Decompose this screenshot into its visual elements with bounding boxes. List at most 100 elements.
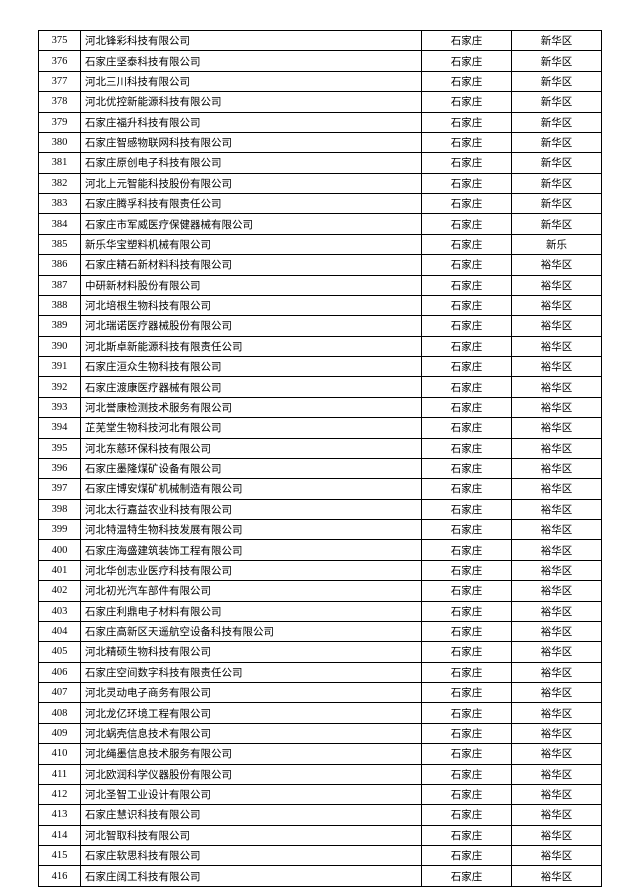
company-name: 河北绳墨信息技术服务有限公司 — [81, 744, 422, 764]
district-name: 新华区 — [512, 51, 602, 71]
company-name: 石家庄阔工科技有限公司 — [81, 866, 422, 886]
district-name: 裕华区 — [512, 377, 602, 397]
company-name: 河北特温特生物科技发展有限公司 — [81, 520, 422, 540]
row-index: 378 — [39, 92, 81, 112]
city-name: 石家庄 — [422, 234, 512, 254]
row-index: 385 — [39, 234, 81, 254]
company-name: 石家庄墨隆煤矿设备有限公司 — [81, 458, 422, 478]
row-index: 382 — [39, 173, 81, 193]
row-index: 395 — [39, 438, 81, 458]
city-name: 石家庄 — [422, 784, 512, 804]
row-index: 387 — [39, 275, 81, 295]
table-row: 380石家庄智感物联网科技有限公司石家庄新华区 — [39, 132, 602, 152]
city-name: 石家庄 — [422, 71, 512, 91]
table-row: 415石家庄软思科技有限公司石家庄裕华区 — [39, 846, 602, 866]
table-row: 376石家庄坚泰科技有限公司石家庄新华区 — [39, 51, 602, 71]
city-name: 石家庄 — [422, 458, 512, 478]
district-name: 新华区 — [512, 92, 602, 112]
city-name: 石家庄 — [422, 723, 512, 743]
table-row: 377河北三川科技有限公司石家庄新华区 — [39, 71, 602, 91]
district-name: 裕华区 — [512, 784, 602, 804]
table-row: 398河北太行嘉益农业科技有限公司石家庄裕华区 — [39, 499, 602, 519]
table-row: 384石家庄市军威医疗保健器械有限公司石家庄新华区 — [39, 214, 602, 234]
district-name: 裕华区 — [512, 255, 602, 275]
company-name: 河北华创志业医疗科技有限公司 — [81, 560, 422, 580]
row-index: 393 — [39, 397, 81, 417]
table-row: 381石家庄原创电子科技有限公司石家庄新华区 — [39, 153, 602, 173]
table-row: 409河北蜗壳信息技术有限公司石家庄裕华区 — [39, 723, 602, 743]
row-index: 376 — [39, 51, 81, 71]
table-row: 397石家庄博安煤矿机械制造有限公司石家庄裕华区 — [39, 479, 602, 499]
city-name: 石家庄 — [422, 255, 512, 275]
table-row: 392石家庄渡康医疗器械有限公司石家庄裕华区 — [39, 377, 602, 397]
table-row: 396石家庄墨隆煤矿设备有限公司石家庄裕华区 — [39, 458, 602, 478]
district-name: 裕华区 — [512, 601, 602, 621]
company-name: 石家庄洹众生物科技有限公司 — [81, 357, 422, 377]
company-name: 河北圣智工业设计有限公司 — [81, 784, 422, 804]
table-row: 379石家庄福升科技有限公司石家庄新华区 — [39, 112, 602, 132]
city-name: 石家庄 — [422, 418, 512, 438]
district-name: 裕华区 — [512, 357, 602, 377]
city-name: 石家庄 — [422, 377, 512, 397]
row-index: 410 — [39, 744, 81, 764]
table-row: 389河北瑞诺医疗器械股份有限公司石家庄裕华区 — [39, 316, 602, 336]
company-name: 石家庄渡康医疗器械有限公司 — [81, 377, 422, 397]
district-name: 裕华区 — [512, 540, 602, 560]
table-row: 406石家庄空间数字科技有限责任公司石家庄裕华区 — [39, 662, 602, 682]
district-name: 裕华区 — [512, 275, 602, 295]
district-name: 新华区 — [512, 214, 602, 234]
row-index: 383 — [39, 194, 81, 214]
table-row: 387中研新材料股份有限公司石家庄裕华区 — [39, 275, 602, 295]
city-name: 石家庄 — [422, 744, 512, 764]
table-row: 403石家庄利鼎电子材料有限公司石家庄裕华区 — [39, 601, 602, 621]
company-name: 石家庄空间数字科技有限责任公司 — [81, 662, 422, 682]
company-name: 石家庄坚泰科技有限公司 — [81, 51, 422, 71]
table-body: 375河北锋彩科技有限公司石家庄新华区376石家庄坚泰科技有限公司石家庄新华区3… — [39, 31, 602, 887]
table-row: 410河北绳墨信息技术服务有限公司石家庄裕华区 — [39, 744, 602, 764]
district-name: 裕华区 — [512, 744, 602, 764]
district-name: 裕华区 — [512, 703, 602, 723]
table-row: 399河北特温特生物科技发展有限公司石家庄裕华区 — [39, 520, 602, 540]
city-name: 石家庄 — [422, 601, 512, 621]
company-name: 河北斯卓新能源科技有限责任公司 — [81, 336, 422, 356]
table-row: 414河北智取科技有限公司石家庄裕华区 — [39, 825, 602, 845]
row-index: 401 — [39, 560, 81, 580]
district-name: 裕华区 — [512, 846, 602, 866]
company-name: 河北优控新能源科技有限公司 — [81, 92, 422, 112]
company-name: 石家庄原创电子科技有限公司 — [81, 153, 422, 173]
company-name: 河北培根生物科技有限公司 — [81, 295, 422, 315]
city-name: 石家庄 — [422, 866, 512, 886]
company-name: 石家庄海盛建筑装饰工程有限公司 — [81, 540, 422, 560]
district-name: 新华区 — [512, 132, 602, 152]
district-name: 裕华区 — [512, 581, 602, 601]
company-name: 河北太行嘉益农业科技有限公司 — [81, 499, 422, 519]
district-name: 裕华区 — [512, 499, 602, 519]
city-name: 石家庄 — [422, 397, 512, 417]
company-name: 新乐华宝塑料机械有限公司 — [81, 234, 422, 254]
city-name: 石家庄 — [422, 153, 512, 173]
table-row: 394芷芜堂生物科技河北有限公司石家庄裕华区 — [39, 418, 602, 438]
district-name: 裕华区 — [512, 316, 602, 336]
table-row: 382河北上元智能科技股份有限公司石家庄新华区 — [39, 173, 602, 193]
row-index: 397 — [39, 479, 81, 499]
city-name: 石家庄 — [422, 173, 512, 193]
table-row: 393河北誉康检测技术服务有限公司石家庄裕华区 — [39, 397, 602, 417]
company-name: 石家庄博安煤矿机械制造有限公司 — [81, 479, 422, 499]
company-name: 石家庄软思科技有限公司 — [81, 846, 422, 866]
city-name: 石家庄 — [422, 479, 512, 499]
district-name: 裕华区 — [512, 418, 602, 438]
city-name: 石家庄 — [422, 805, 512, 825]
company-name: 石家庄福升科技有限公司 — [81, 112, 422, 132]
row-index: 402 — [39, 581, 81, 601]
city-name: 石家庄 — [422, 316, 512, 336]
city-name: 石家庄 — [422, 438, 512, 458]
table-row: 408河北龙亿环境工程有限公司石家庄裕华区 — [39, 703, 602, 723]
row-index: 399 — [39, 520, 81, 540]
row-index: 404 — [39, 621, 81, 641]
table-row: 405河北精硕生物科技有限公司石家庄裕华区 — [39, 642, 602, 662]
company-name: 河北初光汽车部件有限公司 — [81, 581, 422, 601]
row-index: 416 — [39, 866, 81, 886]
company-name: 河北锋彩科技有限公司 — [81, 31, 422, 51]
company-name: 河北智取科技有限公司 — [81, 825, 422, 845]
table-row: 383石家庄腾孚科技有限责任公司石家庄新华区 — [39, 194, 602, 214]
